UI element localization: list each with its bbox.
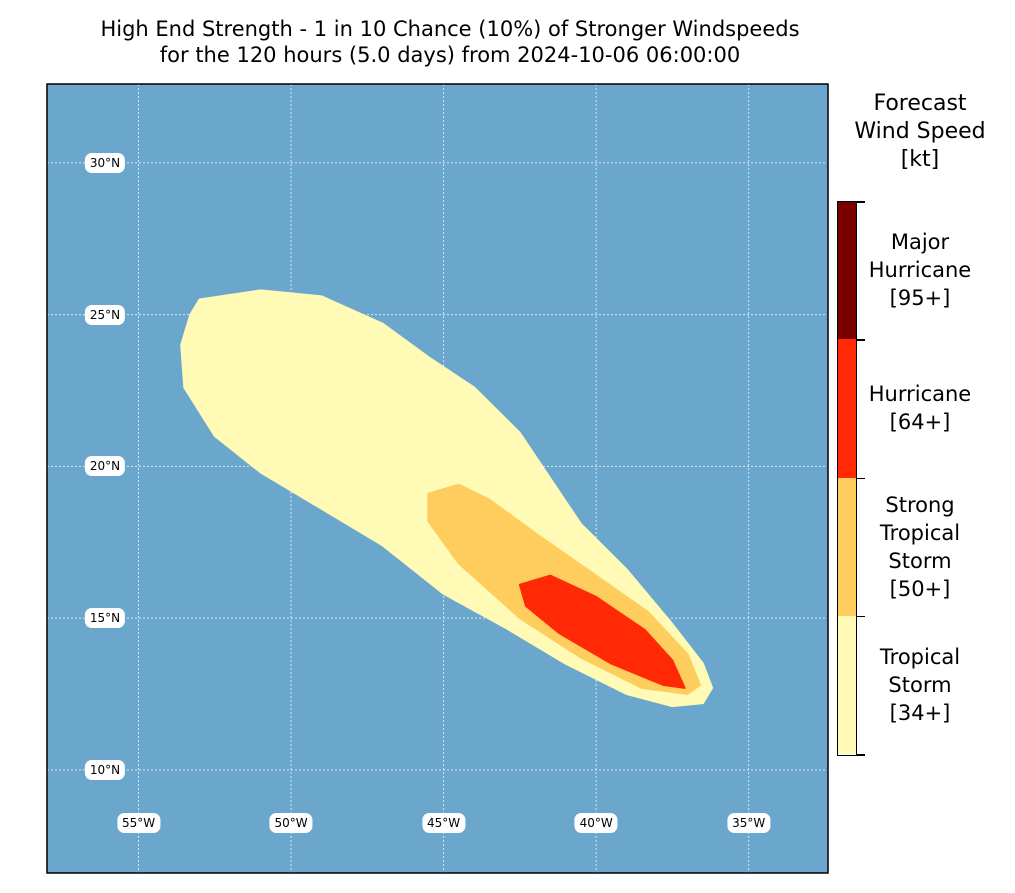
colorbar-label-line: [34+] bbox=[889, 700, 951, 725]
colorbar-label: Major Hurricane [95+] bbox=[860, 228, 980, 312]
colorbar-label-line: Storm bbox=[888, 672, 952, 697]
colorbar-tick bbox=[856, 615, 865, 618]
colorbar-segment bbox=[838, 615, 856, 754]
colorbar-frame bbox=[837, 201, 857, 756]
lon-label: 55°W bbox=[116, 813, 161, 833]
colorbar-tick bbox=[856, 339, 865, 341]
colorbar-label-line: Hurricane bbox=[868, 258, 972, 283]
map-frame bbox=[46, 83, 829, 874]
colorbar-label: Tropical Storm [34+] bbox=[860, 643, 980, 727]
title-line-2: for the 120 hours (5.0 days) from 2024-1… bbox=[159, 43, 741, 67]
colorbar-tick bbox=[856, 201, 865, 203]
colorbar-segment bbox=[838, 201, 856, 340]
colorbar-label: Hurricane [64+] bbox=[860, 380, 980, 436]
colorbar-tick bbox=[856, 754, 865, 756]
title-line-1: High End Strength - 1 in 10 Chance (10%)… bbox=[100, 17, 800, 41]
colorbar-segment bbox=[838, 477, 856, 616]
lat-label: 30°N bbox=[84, 152, 126, 173]
legend-title: Forecast Wind Speed [kt] bbox=[830, 90, 1010, 174]
lon-label: 40°W bbox=[574, 813, 618, 833]
lon-label: 45°W bbox=[422, 813, 466, 833]
lon-label: 35°W bbox=[727, 813, 771, 833]
chart-title: High End Strength - 1 in 10 Chance (10%)… bbox=[0, 16, 900, 68]
colorbar-label-line: Storm bbox=[888, 548, 952, 573]
colorbar-label: Strong Tropical Storm [50+] bbox=[860, 491, 980, 603]
colorbar-label-line: Tropical bbox=[879, 520, 961, 545]
lat-label: 25°N bbox=[84, 304, 126, 325]
colorbar-label-line: Tropical bbox=[879, 644, 961, 669]
wind-zones bbox=[180, 289, 714, 708]
legend-title-line: [kt] bbox=[900, 147, 940, 172]
legend-title-line: Wind Speed bbox=[854, 119, 986, 144]
graticule bbox=[47, 84, 828, 873]
lat-label: 20°N bbox=[84, 456, 126, 477]
colorbar-label-line: Strong bbox=[885, 492, 955, 517]
lon-label: 50°W bbox=[269, 813, 313, 833]
lat-label: 10°N bbox=[84, 759, 126, 780]
lat-label: 15°N bbox=[84, 608, 126, 629]
colorbar-tick bbox=[856, 477, 865, 479]
colorbar-label-line: Hurricane bbox=[868, 382, 972, 407]
colorbar-label-line: [95+] bbox=[889, 286, 951, 311]
colorbar-segment bbox=[838, 339, 856, 478]
wind-zone-hurricane bbox=[518, 574, 686, 689]
legend-title-line: Forecast bbox=[873, 91, 967, 116]
colorbar-label-line: [50+] bbox=[889, 576, 951, 601]
colorbar-label-line: Major bbox=[890, 230, 950, 255]
colorbar-label-line: [64+] bbox=[889, 410, 951, 435]
